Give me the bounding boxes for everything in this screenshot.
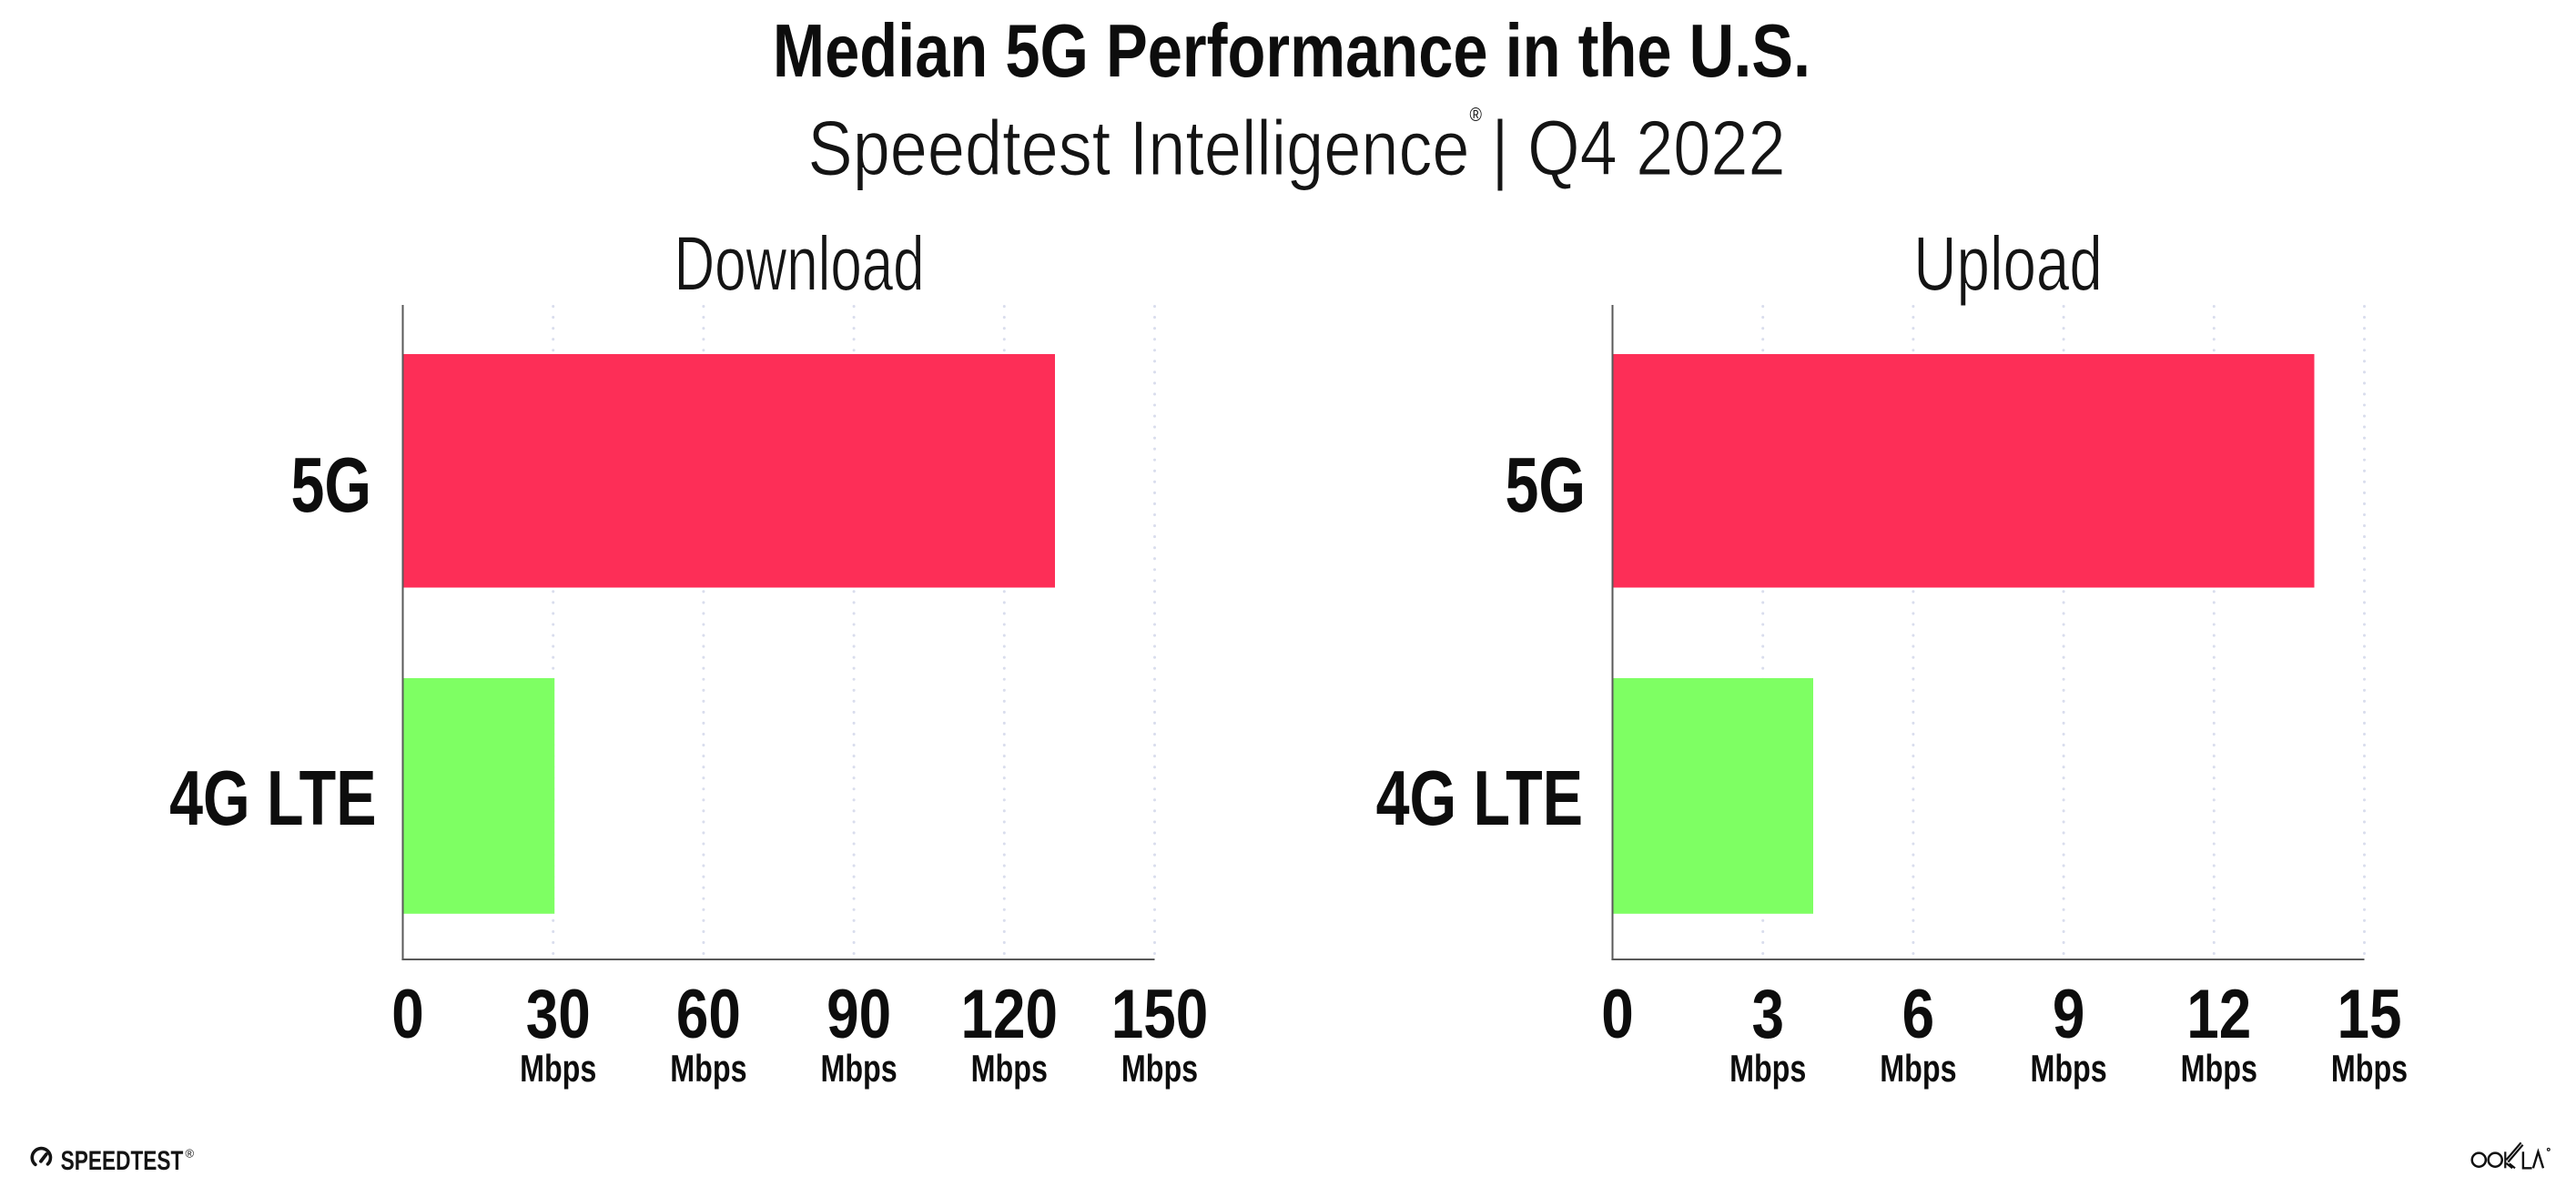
svg-text:4G LTE: 4G LTE [169, 756, 376, 842]
svg-text:3: 3 [1751, 975, 1784, 1053]
svg-text:Mbps: Mbps [2181, 1047, 2257, 1090]
svg-text:Mbps: Mbps [520, 1047, 596, 1090]
svg-text:30: 30 [526, 975, 591, 1053]
svg-text:12: 12 [2186, 975, 2251, 1053]
svg-text:0: 0 [1601, 975, 1634, 1053]
svg-text:Mbps: Mbps [1121, 1047, 1198, 1090]
svg-text:9: 9 [2053, 975, 2085, 1053]
svg-text:Mbps: Mbps [2331, 1047, 2408, 1090]
svg-text:5G: 5G [1505, 442, 1586, 529]
svg-text:Mbps: Mbps [971, 1047, 1048, 1090]
svg-text:0: 0 [391, 975, 424, 1053]
svg-text:®: ® [186, 1147, 195, 1161]
svg-text:Download: Download [674, 220, 924, 307]
svg-text:Median 5G Performance in the U: Median 5G Performance in the U.S. [773, 9, 1810, 94]
svg-text:120: 120 [961, 975, 1059, 1053]
svg-text:Speedtest Intelligence®| Q4 20: Speedtest Intelligence® | Q4 2022 [807, 105, 1785, 191]
svg-text:4G LTE: 4G LTE [1376, 756, 1583, 842]
svg-text:90: 90 [827, 975, 891, 1053]
svg-text:Mbps: Mbps [1880, 1047, 1956, 1090]
svg-text:Mbps: Mbps [2030, 1047, 2106, 1090]
svg-text:Mbps: Mbps [1729, 1047, 1806, 1090]
svg-text:60: 60 [676, 975, 741, 1053]
svg-text:Upload: Upload [1913, 222, 2102, 308]
svg-text:SPEEDTEST: SPEEDTEST [61, 1145, 184, 1176]
svg-text:Mbps: Mbps [670, 1047, 746, 1090]
svg-text:6: 6 [1902, 975, 1935, 1053]
svg-text:150: 150 [1111, 975, 1209, 1053]
svg-text:Mbps: Mbps [820, 1047, 897, 1090]
svg-text:5G: 5G [290, 442, 371, 529]
svg-text:15: 15 [2337, 975, 2401, 1053]
